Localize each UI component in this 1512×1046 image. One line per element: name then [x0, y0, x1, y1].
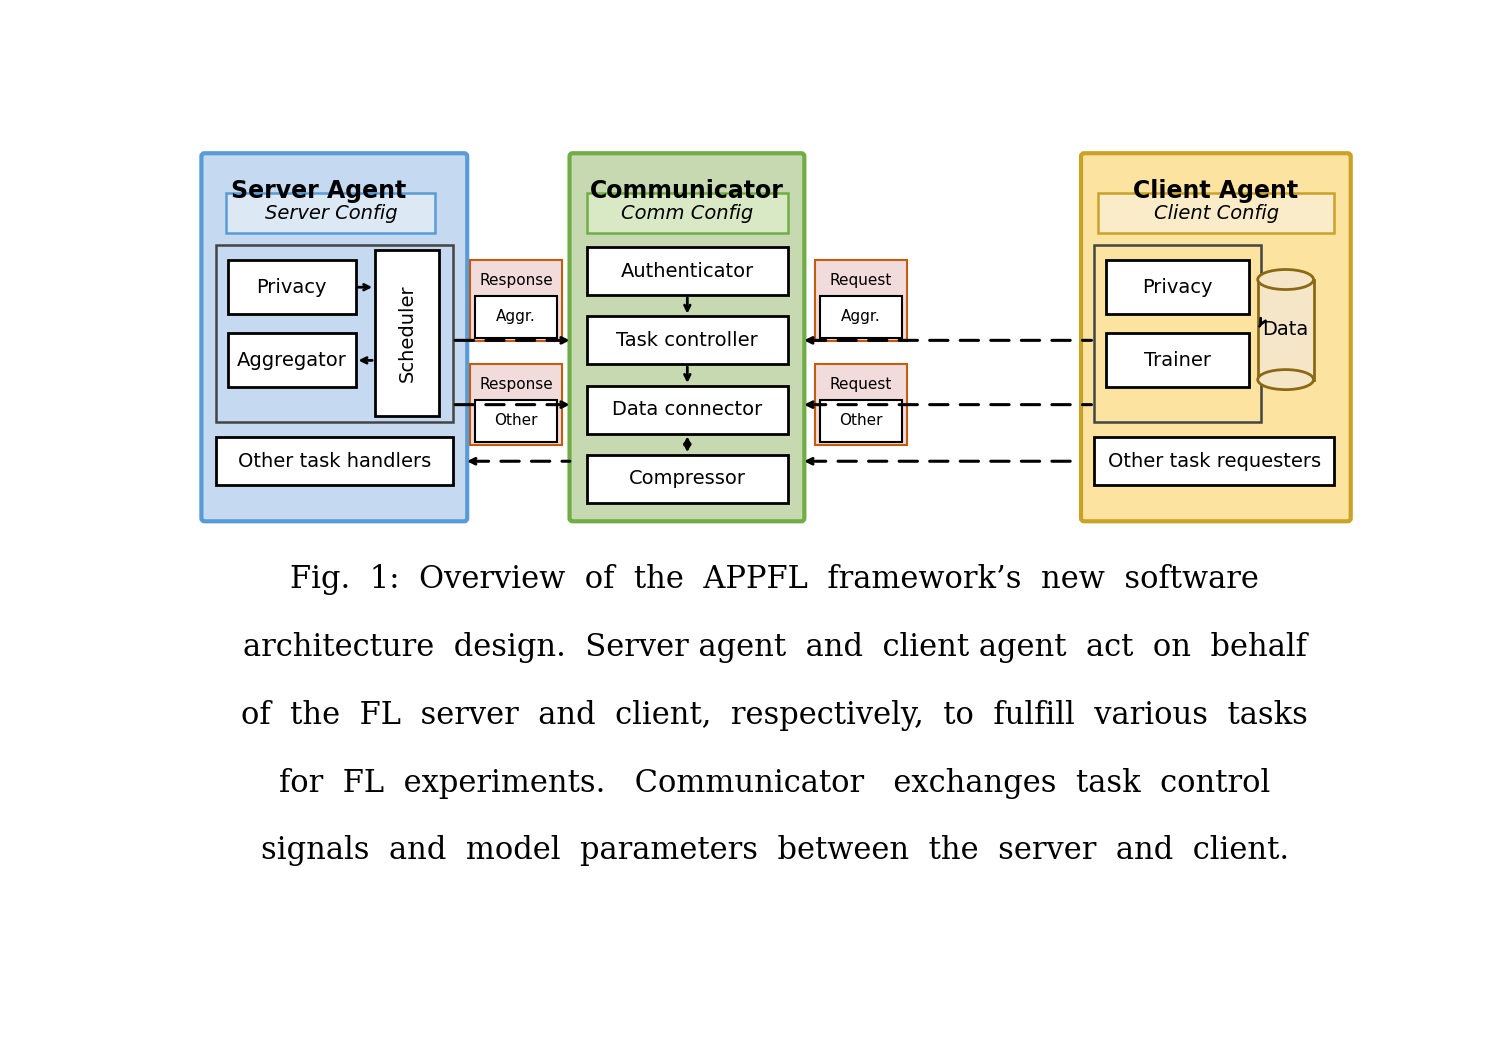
- Text: Authenticator: Authenticator: [621, 262, 754, 280]
- Text: Trainer: Trainer: [1145, 350, 1211, 370]
- Text: Client Config: Client Config: [1154, 204, 1279, 223]
- Text: Privacy: Privacy: [257, 278, 327, 297]
- Bar: [1098, 194, 1335, 233]
- Text: Task controller: Task controller: [617, 331, 758, 349]
- FancyBboxPatch shape: [1081, 154, 1350, 521]
- Bar: [228, 260, 355, 314]
- Ellipse shape: [1258, 369, 1314, 389]
- Bar: [1095, 245, 1261, 422]
- FancyBboxPatch shape: [570, 154, 804, 521]
- Text: Communicator: Communicator: [590, 180, 783, 203]
- Bar: [1095, 437, 1335, 485]
- Text: Fig.  1:  Overview  of  the  APPFL  framework’s  new  software: Fig. 1: Overview of the APPFL framework’…: [290, 565, 1259, 595]
- Bar: [470, 364, 562, 445]
- Text: Privacy: Privacy: [1142, 278, 1213, 297]
- Text: Compressor: Compressor: [629, 470, 745, 488]
- Bar: [475, 400, 558, 441]
- Text: signals  and  model  parameters  between  the  server  and  client.: signals and model parameters between the…: [262, 836, 1288, 866]
- Text: Server Agent: Server Agent: [231, 180, 407, 203]
- Bar: [815, 260, 907, 341]
- Bar: [587, 386, 788, 433]
- Bar: [216, 245, 452, 422]
- Bar: [587, 194, 788, 233]
- Bar: [216, 437, 452, 485]
- Bar: [820, 400, 903, 441]
- Bar: [587, 455, 788, 503]
- Text: Request: Request: [830, 377, 892, 392]
- Bar: [475, 296, 558, 338]
- FancyBboxPatch shape: [201, 154, 467, 521]
- Text: Client Agent: Client Agent: [1134, 180, 1299, 203]
- Bar: [228, 334, 355, 387]
- Bar: [587, 247, 788, 295]
- Text: Other: Other: [839, 413, 883, 428]
- Bar: [227, 194, 435, 233]
- Bar: [815, 364, 907, 445]
- Bar: [820, 296, 903, 338]
- Text: Data connector: Data connector: [612, 401, 762, 419]
- Bar: [375, 250, 438, 416]
- Bar: [470, 260, 562, 341]
- Text: Request: Request: [830, 273, 892, 288]
- Text: architecture  design.  Server agent  and  client agent  act  on  behalf: architecture design. Server agent and cl…: [243, 632, 1306, 663]
- Text: Scheduler: Scheduler: [398, 285, 416, 382]
- Text: Response: Response: [479, 273, 553, 288]
- Text: for  FL  experiments.   Communicator   exchanges  task  control: for FL experiments. Communicator exchang…: [280, 768, 1270, 799]
- Bar: [1105, 260, 1249, 314]
- Text: of  the  FL  server  and  client,  respectively,  to  fulfill  various  tasks: of the FL server and client, respectivel…: [242, 700, 1308, 731]
- Text: Other: Other: [494, 413, 538, 428]
- Text: Other task requesters: Other task requesters: [1108, 452, 1321, 471]
- Bar: [587, 317, 788, 364]
- Text: Aggr.: Aggr.: [496, 310, 535, 324]
- Text: Response: Response: [479, 377, 553, 392]
- Text: Server Config: Server Config: [265, 204, 398, 223]
- Bar: [1105, 334, 1249, 387]
- Text: Aggr.: Aggr.: [841, 310, 881, 324]
- Ellipse shape: [1258, 270, 1314, 290]
- Text: Other task handlers: Other task handlers: [237, 452, 431, 471]
- Text: Data: Data: [1263, 320, 1309, 339]
- Text: Aggregator: Aggregator: [237, 350, 346, 370]
- Bar: [1258, 279, 1314, 380]
- Text: Comm Config: Comm Config: [621, 204, 753, 223]
